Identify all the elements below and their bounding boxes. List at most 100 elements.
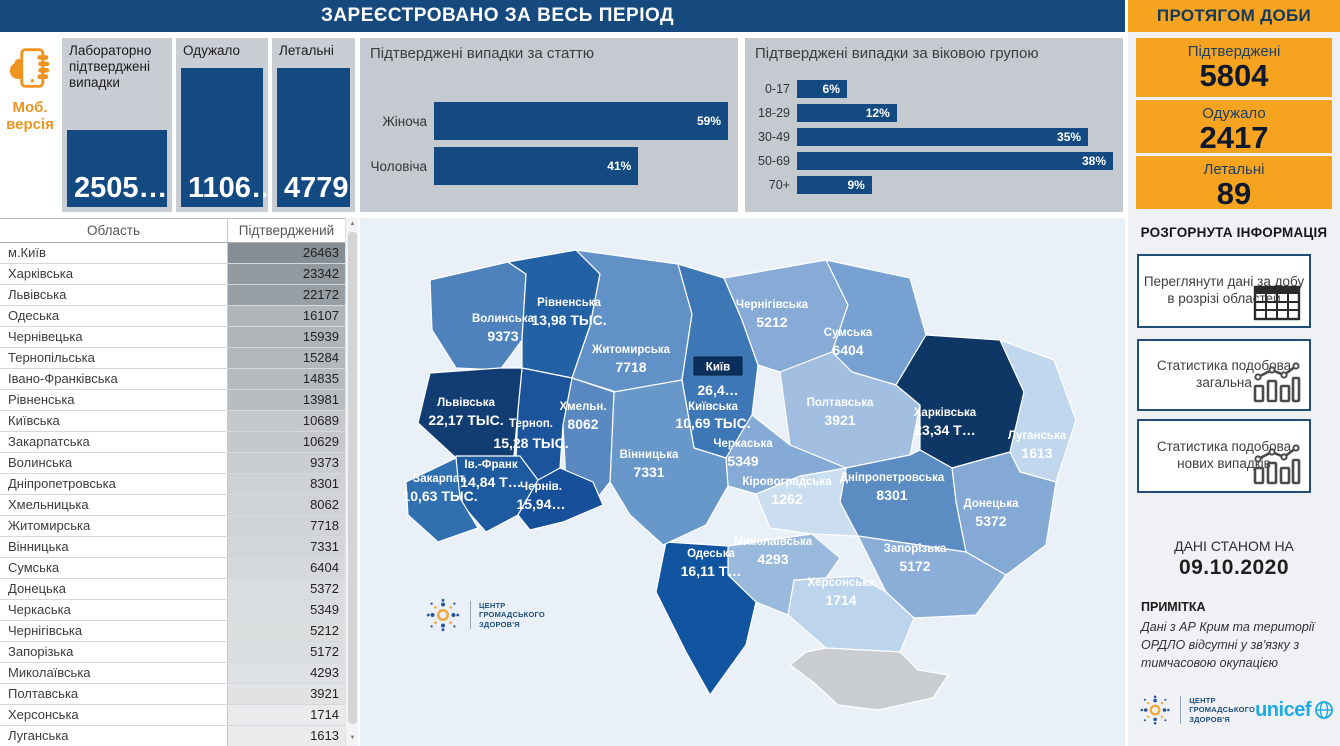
combo-chart-icon <box>1253 444 1301 485</box>
bar[interactable]: 9% <box>797 176 872 194</box>
table-row[interactable]: Миколаївська 4293 <box>0 663 345 684</box>
table-row[interactable]: Київська 10689 <box>0 411 345 432</box>
map-region-kherson[interactable] <box>787 575 915 653</box>
table-row[interactable]: Рівненська 13981 <box>0 390 345 411</box>
bar[interactable]: 6% <box>797 80 847 98</box>
main-header: ЗАРЕЄСТРОВАНО ЗА ВЕСЬ ПЕРІОД <box>0 0 1125 32</box>
map-region-name: Сумська <box>824 327 873 339</box>
table-row[interactable]: Івано-Франківська 14835 <box>0 369 345 390</box>
table-row[interactable]: Херсонська 1714 <box>0 705 345 726</box>
table-row[interactable]: м.Київ 26463 <box>0 243 345 264</box>
map-region-odesa[interactable] <box>655 541 757 696</box>
map-region-lviv[interactable] <box>417 367 523 459</box>
region-name-cell: Чернігівська <box>0 621 228 641</box>
table-row[interactable]: Луганська 1613 <box>0 726 345 746</box>
kpi-value-box: 4779 <box>277 68 350 207</box>
column-header-region[interactable]: Область <box>0 219 228 242</box>
table-row[interactable]: Хмельницька 8062 <box>0 495 345 516</box>
daily-regions-data-button[interactable]: Переглянути дані за добу в розрізі облас… <box>1137 254 1311 328</box>
table-row[interactable]: Львівська 22172 <box>0 285 345 306</box>
map-region-name: Донецька <box>964 498 1020 510</box>
data-as-of-label: ДАНІ СТАНОМ НА <box>1174 538 1294 554</box>
map-region-value: 1714 <box>825 592 856 608</box>
scroll-down-icon[interactable]: ▼ <box>349 735 356 741</box>
map-region-value: 8301 <box>876 487 907 503</box>
bar-value-label: 41% <box>607 159 632 173</box>
map-region-name: Полтавська <box>807 397 874 409</box>
region-name-cell: Харківська <box>0 264 228 284</box>
map-region-zakarpattia[interactable] <box>405 457 479 543</box>
map-region-name: Київська <box>688 401 738 413</box>
bar[interactable]: 38% <box>797 152 1113 170</box>
confirmed-value-cell: 9373 <box>228 453 345 473</box>
column-header-confirmed[interactable]: Підтверджений <box>238 223 335 238</box>
table-row[interactable]: Черкаська 5349 <box>0 600 345 621</box>
table-row[interactable]: Полтавська 3921 <box>0 684 345 705</box>
map-region-kharkiv[interactable] <box>895 334 1025 469</box>
page-title: ЗАРЕЄСТРОВАНО ЗА ВЕСЬ ПЕРІОД <box>320 5 675 26</box>
map-region-name: Кіровоградська <box>742 476 832 488</box>
table-row[interactable]: Сумська 6404 <box>0 558 345 579</box>
bar-value-label: 12% <box>865 106 890 120</box>
map-region-vinnytsia[interactable] <box>609 379 729 546</box>
table-row[interactable]: Запорізька 5172 <box>0 642 345 663</box>
map-region-value: 4293 <box>757 551 788 567</box>
confirmed-value-cell: 5372 <box>228 579 345 599</box>
map-region-name: Чернів. <box>520 481 562 493</box>
map-region-chernivtsi[interactable] <box>517 467 604 531</box>
scrollbar-thumb[interactable] <box>348 232 357 724</box>
map-kyiv-badge[interactable] <box>693 356 743 376</box>
bar-category-label: 18-29 <box>758 106 790 120</box>
kpi-label: Летальні <box>279 43 334 58</box>
map-region-value: 7718 <box>615 359 646 375</box>
table-row[interactable]: Дніпропетровська 8301 <box>0 474 345 495</box>
bar[interactable]: 41% <box>434 147 639 185</box>
mobile-version-link[interactable]: Моб. версія <box>0 32 60 214</box>
bar-track: 12% <box>797 104 1113 122</box>
table-row[interactable]: Житомирська 7718 <box>0 516 345 537</box>
bar-category-label: 70+ <box>768 178 790 192</box>
map-region-name: Рівненська <box>537 297 601 309</box>
table-row[interactable]: Одеська 16107 <box>0 306 345 327</box>
bar-category-label: 50-69 <box>758 154 790 168</box>
daily-card-deaths: Летальні 89 <box>1136 156 1332 211</box>
daily-card-value: 89 <box>1216 176 1252 211</box>
table-row[interactable]: Донецька 5372 <box>0 579 345 600</box>
region-name-cell: Херсонська <box>0 705 228 725</box>
map-region-cherkasy[interactable] <box>725 414 847 495</box>
table-icon <box>1253 285 1301 321</box>
confirmed-value-cell: 8062 <box>228 495 345 515</box>
daily-stats-total-button[interactable]: Статистика подобова загальна <box>1137 339 1311 411</box>
region-name-cell: Волинська <box>0 453 228 473</box>
region-name-cell: Тернопільська <box>0 348 228 368</box>
scroll-up-icon[interactable]: ▲ <box>349 221 356 227</box>
table-scrollbar[interactable]: ▲ ▼ <box>345 218 358 746</box>
table-row[interactable]: Волинська 9373 <box>0 453 345 474</box>
region-name-cell: Київська <box>0 411 228 431</box>
table-row[interactable]: Тернопільська 15284 <box>0 348 345 369</box>
bar[interactable]: 12% <box>797 104 897 122</box>
age-chart-panel: Підтверджені випадки за віковою групою 0… <box>745 38 1123 212</box>
map-region-crimea[interactable] <box>789 647 949 711</box>
table-row[interactable]: Чернівецька 15939 <box>0 327 345 348</box>
bar[interactable]: 35% <box>797 128 1089 146</box>
map-region-name: Терноп. <box>509 418 553 430</box>
kpi-value: 4779 <box>284 172 349 204</box>
combo-chart-icon <box>1253 362 1301 403</box>
bar[interactable]: 59% <box>434 102 728 140</box>
ukraine-choropleth-map: Волинська 9373 Рівненська 13,98 ТЫС. Житомир… <box>402 249 1077 711</box>
confirmed-value-cell: 5172 <box>228 642 345 662</box>
daily-card-recovered: Одужало 2417 <box>1136 100 1332 155</box>
table-row[interactable]: Чернігівська 5212 <box>0 621 345 642</box>
table-row[interactable]: Харківська 23342 <box>0 264 345 285</box>
bar-category-label: 30-49 <box>758 130 790 144</box>
confirmed-value-cell: 7331 <box>228 537 345 557</box>
daily-stats-new-cases-button[interactable]: Статистика подобова нових випадків <box>1137 419 1311 493</box>
region-name-cell: Вінницька <box>0 537 228 557</box>
kpi-card-deaths-total: Летальні 4779 <box>272 38 355 212</box>
daily-card-value: 2417 <box>1199 120 1269 155</box>
map-region-value: 5372 <box>975 513 1006 529</box>
table-row[interactable]: Закарпатська 10629 <box>0 432 345 453</box>
table-row[interactable]: Вінницька 7331 <box>0 537 345 558</box>
